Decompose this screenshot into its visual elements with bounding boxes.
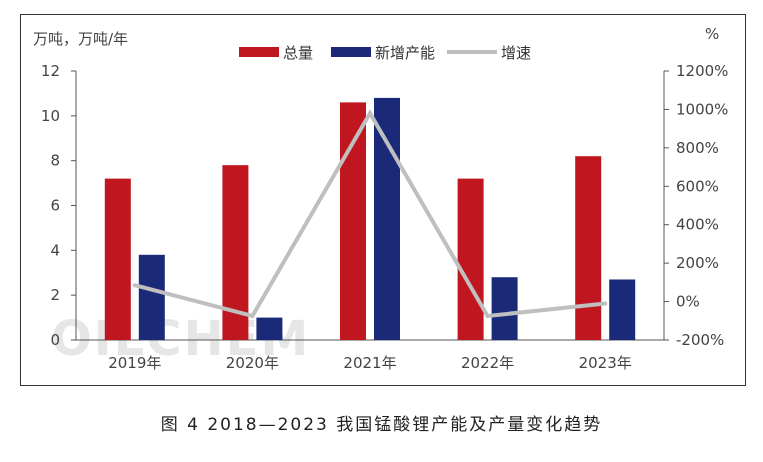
growth-line [134, 109, 606, 319]
right-tick-label: 1000% [676, 100, 728, 118]
x-tick-label: 2023年 [579, 354, 632, 372]
right-tick-label: 600% [676, 177, 719, 195]
bar-total [104, 178, 131, 340]
growth-line-layer [132, 109, 608, 319]
x-tick-label: 2020年 [226, 354, 279, 372]
right-tick-label: 1200% [676, 62, 728, 80]
left-tick-label: 6 [50, 197, 60, 215]
bar-total [457, 178, 484, 340]
bar-new-capacity [491, 277, 518, 340]
legend-swatch [331, 47, 371, 57]
left-tick-label: 2 [50, 286, 60, 304]
legend-swatch [239, 47, 279, 57]
right-tick-label: -200% [676, 331, 724, 349]
chart-frame: OILCHEM 万吨，万吨/年 % 总量 新增产能 增速 0 2 4 6 8 10 12 -200… [20, 14, 746, 386]
left-axis-unit-label: 万吨，万吨/年 [33, 30, 128, 48]
chart-bars [104, 97, 636, 341]
bar-new-capacity [609, 279, 636, 340]
left-tick-label: 10 [41, 107, 60, 125]
x-tick-labels: 2019年 2020年 2021年 2022年 2023年 [108, 354, 632, 372]
legend-label: 总量 [283, 44, 313, 62]
chart-axes: 0 2 4 6 8 10 12 -200% 0% 200% 400% 600% 800% 1000% 120… [41, 62, 729, 349]
chart-svg: OILCHEM 万吨，万吨/年 % 总量 新增产能 增速 024681012-200… [33, 25, 729, 372]
growth-point [132, 283, 137, 288]
right-tick-label: 200% [676, 254, 719, 272]
bar-new-capacity [138, 254, 165, 340]
right-axis-unit-label: % [705, 25, 719, 43]
right-tick-label: 400% [676, 216, 719, 234]
legend-label: 增速 [501, 44, 531, 62]
x-tick-label: 2022年 [461, 354, 514, 372]
bar-new-capacity [374, 97, 400, 341]
left-tick-label: 0 [50, 331, 60, 349]
left-tick-label: 8 [50, 152, 60, 170]
growth-point [603, 301, 608, 306]
x-tick-label: 2019年 [108, 354, 161, 372]
growth-point [485, 313, 490, 318]
bar-new-capacity [256, 317, 283, 340]
left-tick-label: 12 [41, 62, 60, 80]
legend-label: 新增产能 [375, 44, 435, 62]
figure-caption: 图 4 2018—2023 我国锰酸锂产能及产量变化趋势 [160, 415, 603, 435]
x-tick-label: 2021年 [343, 354, 396, 372]
bar-total [340, 102, 366, 340]
growth-point [250, 313, 255, 318]
right-tick-label: 800% [676, 139, 719, 157]
growth-point [368, 111, 372, 116]
chart-legend: 总量 新增产能 增速 [239, 44, 531, 62]
left-tick-label: 4 [50, 241, 60, 259]
bar-total [575, 156, 602, 340]
right-tick-label: 0% [676, 293, 700, 311]
